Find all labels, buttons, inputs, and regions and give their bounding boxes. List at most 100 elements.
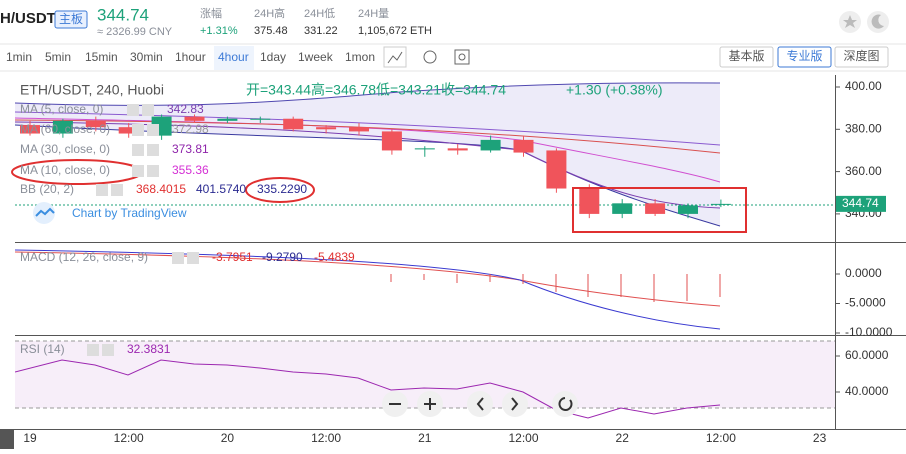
candle-body	[316, 127, 337, 130]
candle-body	[283, 118, 304, 130]
view-label: 专业版	[786, 48, 822, 63]
y-tick-label: 400.00	[845, 79, 882, 93]
study-close[interactable]	[147, 124, 159, 136]
interval[interactable]: 15min	[85, 50, 118, 64]
study-value: 401.5740	[196, 182, 246, 196]
study-close[interactable]	[147, 165, 159, 177]
candle-body	[217, 118, 238, 121]
study-settings[interactable]	[127, 104, 139, 116]
study-value: 373.81	[172, 142, 209, 156]
interval[interactable]: 1day	[260, 50, 286, 64]
macd-line	[15, 249, 721, 330]
macd-lines	[15, 249, 721, 330]
highlight	[572, 187, 747, 233]
interval[interactable]: 1hour	[175, 50, 206, 64]
study-settings[interactable]	[172, 252, 184, 264]
candle-body	[250, 118, 271, 120]
ohlc: 收=344.74	[441, 82, 506, 98]
time-label: 12:00	[114, 431, 144, 445]
ohlc: 开=343.44	[246, 82, 311, 98]
interval[interactable]: 1week	[298, 50, 334, 64]
candle-body	[645, 203, 666, 214]
pair: H/USDT	[0, 10, 56, 27]
time-label: 12:00	[311, 431, 341, 445]
interval[interactable]: 5min	[45, 50, 71, 64]
interval[interactable]: 30min	[130, 50, 163, 64]
study-name: MA (5, close, 0)	[20, 102, 103, 116]
candle-body	[546, 150, 567, 189]
candle-body	[118, 127, 139, 134]
view-label: 深度图	[843, 48, 879, 63]
stat-label: 24H高	[254, 6, 285, 20]
study-close[interactable]	[102, 344, 114, 356]
screenshot-button[interactable]	[454, 49, 470, 65]
study-settings[interactable]	[132, 144, 144, 156]
time-label: 23	[813, 431, 827, 445]
study-settings[interactable]	[96, 184, 108, 196]
time-label: 19	[23, 431, 37, 445]
tool-icons	[383, 46, 470, 68]
study-close[interactable]	[111, 184, 123, 196]
y-tick-label: -10.0000	[845, 325, 893, 339]
stat-value: +1.31%	[200, 25, 238, 37]
stat-label: 24H量	[358, 7, 389, 20]
time-label: 12:00	[706, 431, 736, 445]
settings-button[interactable]	[423, 50, 437, 64]
stat-label: 24H低	[304, 7, 335, 20]
y-tick-label: 40.0000	[845, 384, 889, 398]
stat-value: 375.48	[254, 25, 288, 37]
scroll-right[interactable]	[502, 391, 528, 417]
study-settings[interactable]	[132, 165, 144, 177]
candle-body	[579, 188, 600, 214]
last-price: 344.74	[842, 196, 879, 210]
highlight	[245, 177, 315, 203]
tv-logo-mark	[35, 207, 55, 217]
study-close[interactable]	[142, 104, 154, 116]
study-name: BB (20, 2)	[20, 182, 74, 196]
study-close[interactable]	[147, 144, 159, 156]
study-name: MA (10, close, 0)	[20, 163, 110, 177]
change: +1.30 (+0.38%)	[566, 82, 663, 98]
indicator-button[interactable]	[383, 46, 407, 68]
interval[interactable]: 4hour	[218, 50, 249, 64]
ma-5	[15, 121, 721, 209]
candle-body	[349, 127, 369, 132]
view-button[interactable]	[834, 46, 889, 68]
star-icon	[843, 15, 857, 28]
view-button[interactable]	[777, 46, 832, 68]
symbol: ETH/USDT, 240, Huobi	[20, 82, 164, 98]
study-value: -9.2790	[262, 250, 303, 264]
study-name: MA (60, close, 0)	[20, 122, 110, 136]
reset[interactable]	[552, 391, 578, 417]
study-value: 355.36	[172, 163, 209, 177]
y-tick-label: 0.0000	[845, 266, 882, 280]
interval[interactable]: 1min	[6, 50, 32, 64]
interval[interactable]: 1mon	[345, 50, 375, 64]
candle-body	[678, 205, 698, 214]
study-close[interactable]	[187, 252, 199, 264]
study-value: -3.7951	[212, 250, 253, 264]
candle-body	[20, 125, 40, 134]
branding: Chart by TradingView	[72, 206, 187, 220]
badge: 主板	[59, 12, 83, 26]
time-label: 20	[221, 431, 235, 445]
time-label: 12:00	[508, 431, 538, 445]
study-settings[interactable]	[132, 124, 144, 136]
scroll-left[interactable]	[467, 391, 493, 417]
macd-signal	[15, 251, 721, 307]
ohlc: 低=343.21	[376, 82, 441, 98]
study-settings[interactable]	[87, 344, 99, 356]
icon	[387, 51, 403, 64]
stat-label: 涨幅	[200, 7, 222, 20]
macd-histogram	[390, 274, 721, 302]
study-value: 32.3831	[127, 342, 171, 356]
candles	[20, 114, 731, 219]
candle-body	[513, 139, 534, 153]
moon-icon	[871, 14, 884, 29]
candle-body	[480, 139, 501, 151]
study-value: 335.2290	[257, 182, 307, 196]
candle-body	[85, 120, 106, 128]
last-price-tag	[836, 195, 886, 212]
view-button[interactable]	[719, 46, 774, 68]
